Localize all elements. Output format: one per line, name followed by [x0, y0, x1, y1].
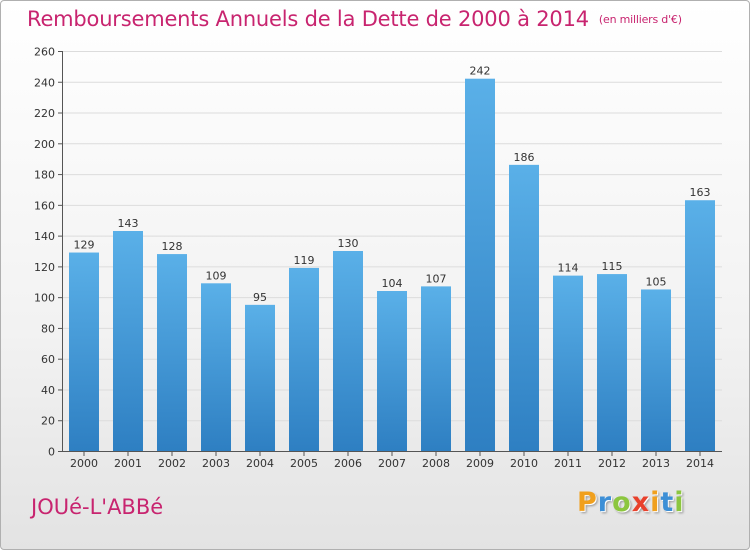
- y-tick-label: 220: [34, 107, 55, 120]
- bar: [465, 78, 495, 451]
- bar: [157, 254, 187, 451]
- chart-title: Remboursements Annuels de la Dette de 20…: [27, 7, 682, 31]
- town-name: JOUé-L'ABBé: [31, 495, 164, 519]
- data-label: 128: [162, 240, 183, 253]
- bar: [553, 275, 583, 451]
- bar: [333, 251, 363, 451]
- y-tick-label: 80: [41, 322, 55, 335]
- x-tick-label: 2003: [202, 457, 230, 470]
- data-label: 143: [118, 217, 139, 230]
- logo-letter: r: [597, 487, 613, 518]
- bar: [113, 231, 143, 451]
- data-label: 115: [602, 260, 623, 273]
- x-tick-label: 2011: [554, 457, 582, 470]
- logo-letter: i: [674, 487, 685, 518]
- logo-letter: t: [660, 487, 675, 518]
- data-label: 130: [338, 237, 359, 250]
- x-tick-label: 2010: [510, 457, 538, 470]
- y-tick-label: 0: [48, 446, 55, 459]
- x-tick-label: 2000: [70, 457, 98, 470]
- data-label: 186: [514, 151, 535, 164]
- data-label: 104: [382, 277, 403, 290]
- bar: [641, 289, 671, 451]
- x-tick-label: 2006: [334, 457, 362, 470]
- proxiti-logo: Proxiti: [577, 487, 685, 518]
- data-label: 129: [74, 239, 95, 252]
- x-tick-label: 2014: [686, 457, 714, 470]
- data-label: 163: [690, 186, 711, 199]
- y-tick-label: 200: [34, 138, 55, 151]
- x-tick-label: 2001: [114, 457, 142, 470]
- bar: [509, 164, 539, 451]
- bar: [421, 286, 451, 451]
- chart-title-text: Remboursements Annuels de la Dette de 20…: [27, 7, 589, 31]
- bar: [685, 200, 715, 451]
- data-label: 114: [558, 262, 579, 275]
- data-label: 119: [294, 254, 315, 267]
- x-tick-label: 2013: [642, 457, 670, 470]
- x-tick-label: 2004: [246, 457, 274, 470]
- data-label: 95: [253, 291, 267, 304]
- bar: [377, 291, 407, 451]
- x-tick-label: 2008: [422, 457, 450, 470]
- logo-letter: x: [631, 487, 651, 518]
- bar: [201, 283, 231, 451]
- logo-letter: o: [612, 487, 632, 518]
- bar: [69, 252, 99, 451]
- y-tick-label: 260: [34, 46, 55, 59]
- y-tick-label: 20: [41, 415, 55, 428]
- data-label: 105: [646, 275, 667, 288]
- y-tick-label: 160: [34, 199, 55, 212]
- x-tick-label: 2012: [598, 457, 626, 470]
- y-tick-label: 120: [34, 261, 55, 274]
- x-tick-label: 2007: [378, 457, 406, 470]
- x-tick-label: 2002: [158, 457, 186, 470]
- logo-letter: P: [577, 487, 598, 518]
- bar: [597, 274, 627, 451]
- chart-unit: (en milliers d'€): [598, 13, 682, 26]
- y-tick-label: 180: [34, 169, 55, 182]
- y-tick-label: 40: [41, 384, 55, 397]
- data-label: 107: [426, 272, 447, 285]
- y-tick-label: 60: [41, 353, 55, 366]
- y-tick-label: 240: [34, 76, 55, 89]
- y-tick-label: 140: [34, 230, 55, 243]
- x-tick-label: 2009: [466, 457, 494, 470]
- bar: [245, 304, 275, 451]
- data-label: 242: [470, 65, 491, 78]
- y-tick-label: 100: [34, 292, 55, 305]
- data-label: 109: [206, 269, 227, 282]
- x-tick-label: 2005: [290, 457, 318, 470]
- bar: [289, 267, 319, 451]
- logo-letter: i: [650, 487, 661, 518]
